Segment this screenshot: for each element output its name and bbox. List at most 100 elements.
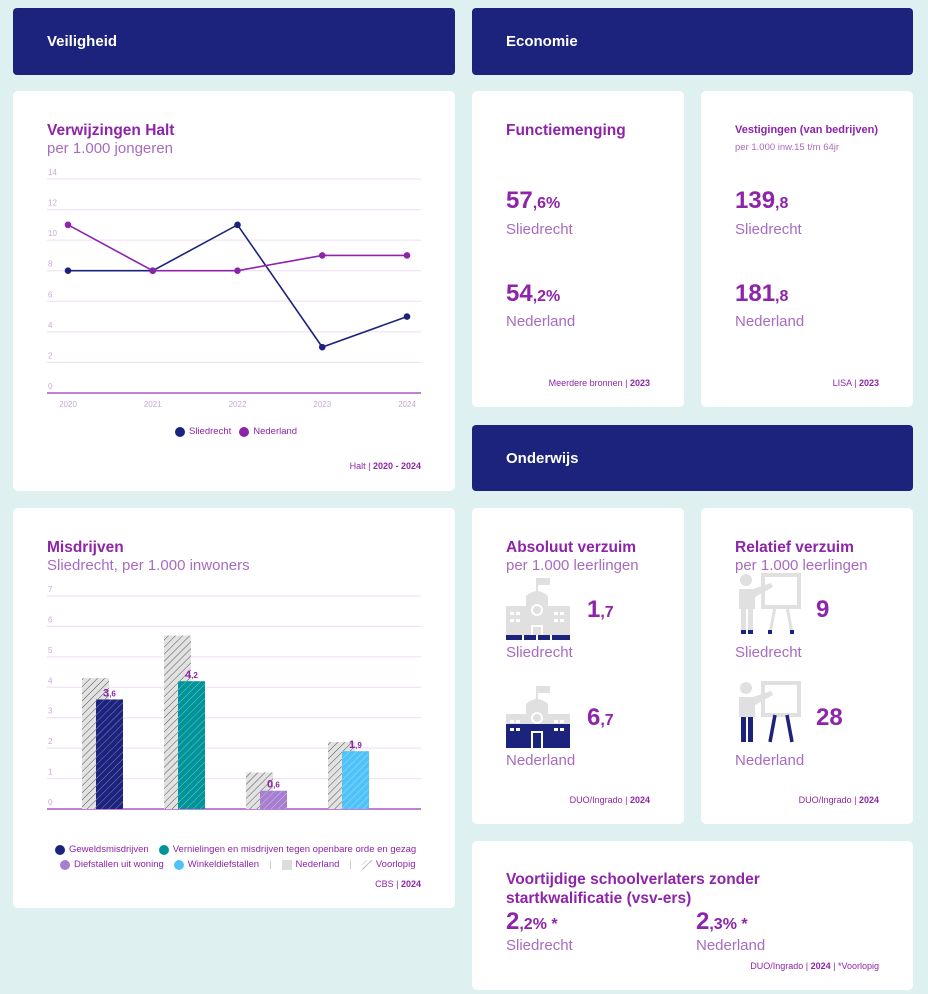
- misdrijven-card: Misdrijven Sliedrecht, per 1.000 inwoner…: [13, 508, 455, 908]
- bar-sliedrecht: [96, 699, 123, 809]
- legend-label-nederland: Nederland: [253, 426, 298, 437]
- halt-subtitle: per 1.000 jongeren: [47, 140, 173, 157]
- relatief-sliedrecht-value: 9: [816, 596, 830, 623]
- legend-dot-diefstallen: [60, 859, 70, 870]
- relatief-nederland-label: Nederland: [735, 752, 805, 769]
- misdrijven-subtitle: Sliedrecht, per 1.000 inwoners: [47, 557, 250, 574]
- series-line-sliedrecht: [68, 223, 408, 349]
- functiemenging-nederland-value: 54,2%: [506, 280, 561, 307]
- halt-card: Verwijzingen Halt per 1.000 jongeren 0 2 4…: [13, 91, 455, 491]
- teacher-icon: [739, 573, 801, 634]
- y-tick-label: 0: [48, 382, 53, 391]
- y-tick-label: 8: [48, 260, 53, 269]
- teacher-icon: [739, 681, 801, 743]
- y-tick-label: 14: [48, 168, 57, 177]
- legend-label-nederland: Nederland: [295, 859, 340, 870]
- legend-dot-sliedrecht: [175, 426, 185, 437]
- legend-separator: |: [269, 859, 272, 870]
- legend-dot-nederland: [239, 426, 250, 437]
- series-line-nederland: [67, 224, 407, 272]
- legend-dot-vernielingen: [158, 844, 169, 855]
- halt-source: Halt | 2020 - 2024: [349, 461, 421, 471]
- data-point-nederland: [403, 252, 411, 259]
- y-tick-label: 4: [48, 321, 53, 330]
- banner-title: Onderwijs: [506, 449, 579, 467]
- halt-title: Verwijzingen Halt: [47, 122, 175, 139]
- functiemenging-source: Meerdere bronnen | 2023: [548, 378, 650, 388]
- y-tick-label: 6: [48, 615, 53, 624]
- vestigingen-source: LISA | 2023: [832, 378, 879, 388]
- misdrijven-source: CBS | 2024: [375, 879, 421, 889]
- legend-swatch-nederland: [281, 859, 292, 870]
- legend-dot-winkel: [173, 859, 184, 870]
- y-tick-label: 10: [48, 229, 57, 238]
- y-tick-label: 4: [48, 676, 53, 685]
- legend-label-voorlopig: Voorlopig: [375, 859, 416, 870]
- banner-economie: Economie: [472, 8, 913, 75]
- vsv-title-line1: Voortijdige schoolverlaters zonder: [506, 871, 760, 888]
- data-point-sliedrecht: [318, 343, 326, 351]
- vsv-card: Voortijdige schoolverlaters zonder start…: [472, 841, 913, 990]
- x-tick-label: 2022: [229, 400, 247, 409]
- data-point-nederland: [149, 267, 157, 275]
- data-point-sliedrecht: [234, 221, 241, 229]
- relatief-nederland-value: 28: [816, 704, 843, 731]
- halt-line-chart: 0 2 4 6 8 10 12 14 2020 2021 2022 2023 2024: [47, 168, 421, 409]
- y-tick-label: 0: [48, 798, 53, 807]
- bar-sliedrecht: [260, 790, 287, 809]
- legend-separator: |: [349, 859, 352, 870]
- vsv-sliedrecht-value: 2,2% *: [506, 908, 558, 935]
- vestigingen-card: Vestigingen (van bedrijven) per 1.000 in…: [701, 91, 913, 407]
- absoluut-sliedrecht-label: Sliedrecht: [506, 644, 573, 661]
- halt-legend: Sliedrecht Nederland: [175, 426, 297, 437]
- hatch-icon: [361, 859, 372, 870]
- y-tick-label: 3: [48, 707, 53, 716]
- legend-label-sliedrecht: Sliedrecht: [189, 426, 232, 437]
- legend-dot-geweld: [55, 844, 65, 855]
- misdrijven-legend-row1: Geweldsmisdrijven Vernielingen en misdri…: [55, 844, 416, 855]
- bar-value-label: 1,9: [349, 739, 362, 751]
- y-tick-label: 5: [48, 646, 53, 655]
- functiemenging-sliedrecht-value: 57,6%: [506, 187, 561, 214]
- banner-title: Economie: [506, 33, 578, 50]
- y-tick-label: 7: [48, 585, 53, 594]
- vestigingen-sliedrecht-value: 139,8: [735, 187, 789, 214]
- absoluut-title: Absoluut verzuim: [506, 539, 637, 556]
- y-tick-label: 2: [48, 351, 53, 360]
- absoluut-verzuim-card: Absoluut verzuim per 1.000 leerlingen 1,…: [472, 508, 684, 824]
- legend-label-vernielingen: Vernielingen en misdrijven tegen openbar…: [172, 844, 417, 855]
- absoluut-source: DUO/Ingrado | 2024: [569, 795, 650, 805]
- absoluut-nederland-label: Nederland: [506, 752, 576, 769]
- legend-label-winkel: Winkeldiefstallen: [187, 859, 260, 870]
- vsv-title-line2: startkwalificatie (vsv-ers): [506, 890, 692, 907]
- bar-sliedrecht: [178, 681, 205, 809]
- bar-value-label: 0,6: [267, 779, 280, 791]
- data-point-sliedrecht: [403, 313, 411, 320]
- functiemenging-card: Functiemenging 57,6% Sliedrecht 54,2% Ne…: [472, 91, 684, 407]
- y-tick-label: 12: [48, 199, 57, 208]
- vestigingen-nederland-value: 181,8: [735, 280, 789, 307]
- relatief-source: DUO/Ingrado | 2024: [798, 795, 879, 805]
- bar-value-label: 3,6: [103, 687, 116, 699]
- school-icon: [506, 578, 570, 640]
- data-point-sliedrecht: [64, 267, 72, 275]
- functiemenging-sliedrecht-label: Sliedrecht: [506, 221, 573, 238]
- legend-label-diefstallen: Diefstallen uit woning: [74, 859, 164, 870]
- vestigingen-title: Vestigingen (van bedrijven): [735, 124, 879, 136]
- data-point-nederland: [234, 267, 241, 275]
- banner-onderwijs: Onderwijs: [472, 425, 913, 491]
- banner-title: Veiligheid: [47, 33, 118, 50]
- vsv-nederland-label: Nederland: [696, 937, 766, 954]
- y-tick-label: 6: [48, 290, 53, 299]
- relatief-sliedrecht-label: Sliedrecht: [735, 644, 802, 661]
- misdrijven-title: Misdrijven: [47, 539, 124, 556]
- data-point-nederland: [318, 252, 326, 259]
- relatief-title: Relatief verzuim: [735, 539, 854, 556]
- x-tick-label: 2021: [144, 400, 162, 409]
- x-tick-label: 2020: [59, 400, 77, 409]
- y-tick-label: 1: [48, 768, 53, 777]
- bar-value-label: 4,2: [185, 669, 198, 681]
- x-tick-label: 2024: [398, 400, 416, 409]
- relatief-verzuim-card: Relatief verzuim per 1.000 leerlingen 9 …: [701, 508, 913, 824]
- vsv-nederland-value: 2,3% *: [696, 908, 748, 935]
